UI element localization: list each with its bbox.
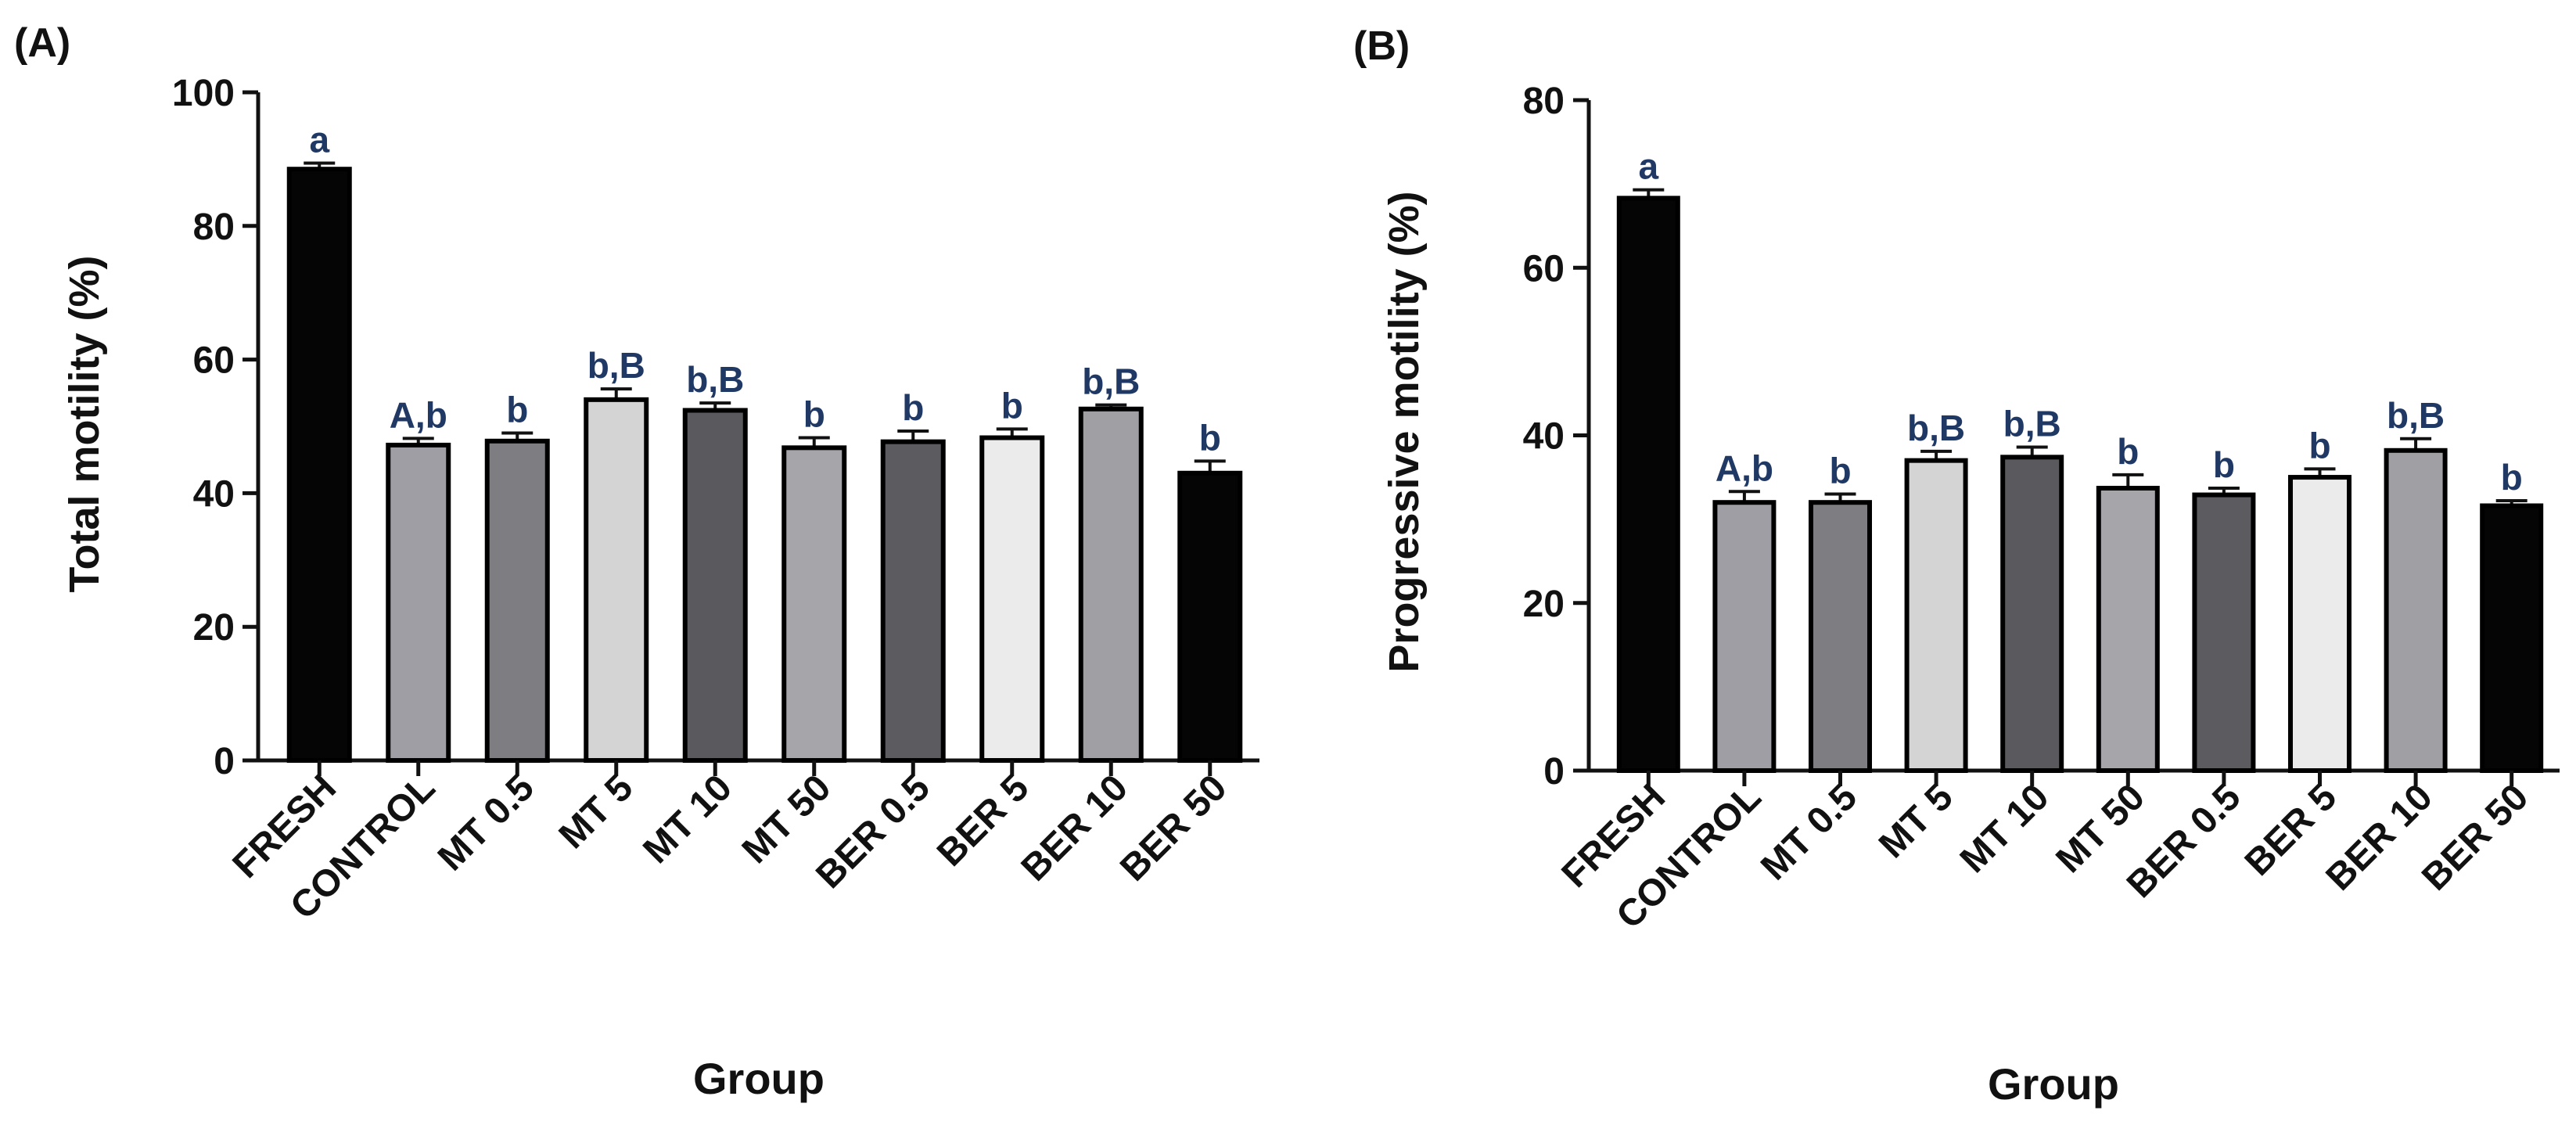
panel-a-significance-label: b — [803, 394, 825, 435]
panel-a-bar-mt-50 — [781, 445, 847, 763]
panel-a-significance-label: b — [1001, 385, 1023, 426]
panel-b-y-tick-label: 80 — [1523, 81, 1565, 122]
panel-b-x-axis-title: Group — [1988, 1059, 2119, 1109]
panel-b-y-tick-label: 0 — [1543, 751, 1565, 793]
panel-b-significance-label: b,B — [2387, 395, 2445, 436]
panel-b-category-label: MT 0.5 — [1753, 776, 1865, 888]
panel-a-bar-ber-10 — [1078, 406, 1144, 764]
panel-b-significance-label: b — [2213, 444, 2235, 485]
panel-a-significance-label: b — [1199, 417, 1221, 458]
panel-a-y-tick-label: 20 — [193, 607, 235, 649]
panel-b-category-label: MT 10 — [1953, 776, 2057, 881]
panel-b-bar-ber-50 — [2480, 503, 2544, 773]
panel-b-label: (B) — [1353, 23, 1410, 69]
panel-a-category-label: BER 10 — [1014, 767, 1136, 889]
panel-b-y-tick-label: 60 — [1523, 248, 1565, 289]
panel-a-significance-label: A,b — [390, 394, 447, 435]
panel-b-significance-label: b,B — [1907, 408, 1965, 448]
panel-b-chart: (B) Progressive motility (%) Group 0 20 40… — [1353, 23, 2560, 1109]
panel-a-label: (A) — [14, 20, 70, 66]
panel-a-bar-fresh — [286, 167, 352, 763]
panel-a-category-label: MT 10 — [635, 767, 740, 872]
panel-b-significance-label: b — [2117, 431, 2139, 472]
panel-b-category-label: BER 50 — [2414, 776, 2536, 898]
panel-a-chart: (A) Total motility (%) Group 0 20 40 60 80 10… — [14, 20, 1259, 1103]
panel-b-significance-label: a — [1639, 146, 1659, 187]
panel-a-bar-mt-5 — [584, 397, 649, 763]
panel-a-significance-label: b — [902, 387, 924, 428]
panel-b-significance-label: b — [2308, 425, 2330, 465]
panel-b-significance-label: b,B — [2003, 403, 2061, 444]
panel-b-bar-ber-10 — [2384, 447, 2448, 773]
panel-a-category-label: BER 50 — [1112, 767, 1234, 889]
panel-b-bar-ber-5 — [2288, 475, 2351, 773]
panel-a-y-axis-title: Total motility (%) — [61, 256, 108, 593]
panel-a-bar-mt-10 — [682, 408, 748, 764]
panel-a-y-tick-label: 100 — [172, 73, 235, 114]
panel-a-x-axis-title: Group — [693, 1054, 825, 1103]
panel-a-y-tick-label: 40 — [193, 473, 235, 515]
panel-a-significance-label: b,B — [686, 359, 744, 400]
panel-a-significance-label: b — [506, 390, 528, 430]
panel-b-significance-label: b — [2501, 457, 2523, 498]
panel-b-bar-mt-50 — [2096, 485, 2160, 774]
panel-a-bar-ber-50 — [1177, 470, 1243, 764]
panel-a-bar-ber-5 — [979, 435, 1045, 763]
panel-b-bar-mt-10 — [2000, 455, 2064, 773]
panel-a-y-tick-label: 0 — [214, 741, 235, 782]
panel-b-y-axis-title: Progressive motility (%) — [1381, 191, 1428, 672]
panel-a-significance-label: a — [309, 120, 329, 160]
panel-b-bar-fresh — [1616, 196, 1680, 773]
panel-a-significance-label: b,B — [587, 345, 645, 386]
panel-a-bar-mt-0-5 — [484, 438, 550, 764]
panel-a-bar-ber-0-5 — [880, 439, 946, 764]
panel-b-bar-mt-5 — [1904, 458, 1968, 773]
panel-b-y-tick-label: 40 — [1523, 416, 1565, 458]
panel-b-category-label: BER 10 — [2319, 776, 2441, 898]
panel-b-category-label: MT 5 — [1871, 776, 1961, 866]
panel-b-bar-mt-0-5 — [1809, 500, 1872, 773]
panel-a-y-tick-label: 60 — [193, 340, 235, 382]
panel-b-bar-control — [1712, 500, 1777, 773]
panel-a-category-label: MT 0.5 — [430, 767, 542, 879]
panel-b-significance-label: b — [1829, 450, 1851, 491]
panel-b-significance-label: A,b — [1716, 447, 1773, 488]
panel-a-significance-label: b,B — [1082, 361, 1140, 402]
panel-a-bar-control — [386, 442, 451, 763]
panel-b-y-tick-label: 20 — [1523, 584, 1565, 625]
panel-a-y-tick-label: 80 — [193, 207, 235, 248]
panel-b-bar-ber-0-5 — [2192, 492, 2256, 774]
panel-a-category-label: MT 5 — [551, 767, 641, 857]
